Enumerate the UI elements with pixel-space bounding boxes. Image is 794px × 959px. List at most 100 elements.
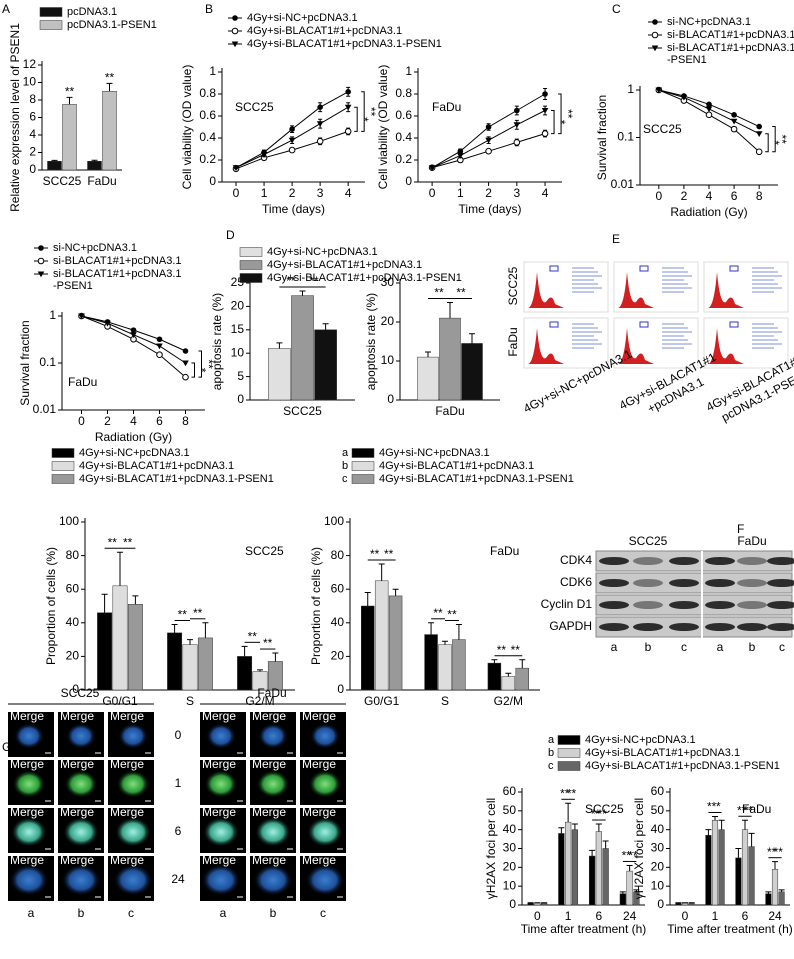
y-tick-label: 0.1: [39, 355, 56, 369]
y-axis-label: Proportion of cells (%): [309, 547, 323, 665]
y-tick-label: 10: [231, 345, 245, 359]
y-tick-label: 15: [231, 322, 245, 336]
point: [288, 146, 296, 154]
y-tick-label: 20: [231, 299, 245, 313]
legend: 4Gy+si-NC+pcDNA3.14Gy+si-BLACAT1#1+pcDNA…: [239, 246, 462, 284]
blot-band: [705, 601, 735, 609]
error-bar: [735, 848, 742, 858]
point: [182, 360, 189, 367]
y-tick-label: 40: [651, 822, 665, 836]
bracket: [551, 110, 555, 135]
y-tick-label: 0.8: [395, 86, 412, 100]
y-axis-label: Survival fraction: [18, 320, 32, 405]
point: [130, 327, 137, 333]
point: [232, 15, 238, 21]
point: [182, 348, 189, 354]
bar: [374, 580, 389, 691]
blot-band: [705, 579, 735, 587]
x-tick-label: S: [441, 694, 449, 708]
bar: [619, 893, 626, 906]
error-bar: [91, 159, 98, 162]
flow-histogram: [528, 328, 564, 364]
legend-swatch: [51, 474, 75, 484]
bar: [595, 831, 603, 906]
y-tick-label: 0.6: [395, 108, 412, 122]
x-tick-label: 6: [731, 189, 738, 203]
x-tick-label: G2/M: [245, 694, 274, 708]
error-bar: [491, 659, 498, 664]
panel-label: B: [205, 2, 213, 16]
point: [655, 87, 663, 94]
bar: [47, 161, 62, 171]
error-bar: [742, 819, 748, 830]
error-bar: [765, 891, 772, 894]
y-tick-label: 0: [337, 682, 344, 696]
legend-swatch: [557, 761, 581, 771]
y-tick-label: 0.8: [199, 86, 216, 100]
y-tick-label: 20: [651, 860, 665, 874]
legend-key: a: [342, 447, 349, 459]
point: [756, 123, 762, 130]
point: [514, 107, 520, 114]
point: [37, 271, 45, 278]
significance: **: [263, 636, 273, 650]
legend-label: si-NC+pcDNA3.1: [53, 242, 137, 254]
nucleus: [203, 817, 239, 847]
x-tick-label: 3: [513, 186, 520, 200]
y-tick-label: 0.01: [611, 177, 635, 191]
y-tick-label: 0.1: [617, 130, 634, 144]
bar: [564, 821, 572, 906]
significance: **: [511, 643, 521, 657]
point: [156, 351, 163, 359]
point: [705, 106, 713, 113]
y-tick-label: 40: [66, 615, 80, 629]
bar: [718, 829, 725, 906]
nucleus: [118, 723, 148, 749]
blot-band: [767, 601, 794, 609]
blot-band: [599, 557, 629, 565]
legend-swatch: [351, 448, 375, 458]
legend: 4Gy+si-NC+pcDNA3.14Gy+si-BLACAT1#1+pcDNA…: [51, 447, 274, 485]
y-tick-label: 60: [331, 581, 345, 595]
x-tick-label: FaDu: [435, 404, 464, 418]
bar: [237, 656, 253, 691]
bar: [588, 855, 596, 906]
point: [457, 153, 464, 159]
bar: [167, 632, 183, 691]
significance: **: [497, 643, 507, 657]
nucleus: [63, 817, 99, 847]
error-bar: [241, 645, 248, 657]
blot-lane: c: [681, 640, 687, 654]
legend-label: si-NC+pcDNA3.1: [667, 16, 751, 28]
significance: **: [193, 606, 203, 620]
bar: [515, 667, 529, 691]
x-tick-label: SCC25: [43, 174, 82, 188]
x-tick-label: 6: [596, 909, 603, 923]
significance: **: [65, 85, 75, 99]
micrograph-label: Merge: [110, 757, 144, 771]
x-tick-label: 4: [706, 189, 713, 203]
blot-band: [767, 579, 794, 587]
significance: **: [737, 803, 747, 817]
significance: **: [105, 71, 115, 85]
error-bar: [101, 593, 108, 613]
micrograph-label: Merge: [110, 805, 144, 819]
y-tick-label: 30: [503, 841, 517, 855]
y-tick-label: 12: [23, 57, 37, 71]
significance: **: [560, 786, 570, 800]
point: [78, 313, 85, 320]
error-bar: [299, 290, 306, 296]
y-tick-label: 0: [387, 392, 394, 406]
panel-label: G: [2, 740, 11, 754]
bar: [571, 829, 579, 906]
x-tick-label: 1: [261, 186, 268, 200]
y-tick-label: 5: [237, 369, 244, 383]
y-tick-label: 1: [405, 64, 412, 78]
x-tick-label: 2: [289, 186, 296, 200]
legend-label: si-BLACAT1#1+pcDNA3.1 -PSEN1: [53, 268, 182, 292]
x-axis-label: Time after treatment (h): [521, 922, 647, 936]
panel-label: F: [737, 522, 744, 536]
point: [260, 152, 268, 158]
panel-label: C: [612, 2, 621, 16]
significance: **: [775, 135, 789, 145]
